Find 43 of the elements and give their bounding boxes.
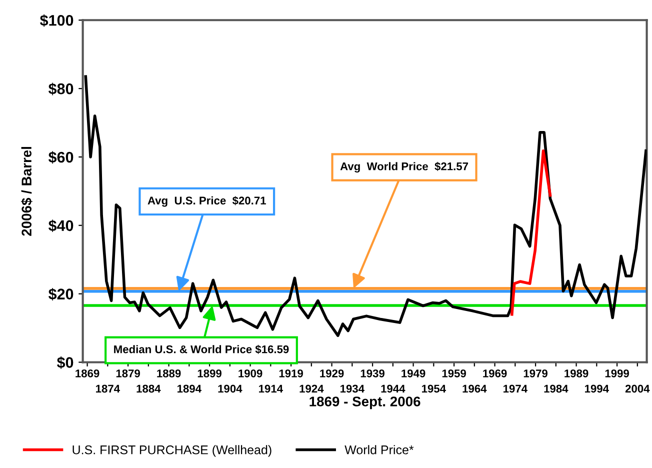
ref-line-label: Avg World Price $21.57 <box>340 162 468 173</box>
x2-tick-label: 1894 <box>178 384 202 393</box>
x-axis-title: 1869 - Sept. 2006 <box>310 396 420 410</box>
x-tick-label: 1969 <box>483 369 507 378</box>
x2-tick-label: 1904 <box>218 384 242 393</box>
x-tick-label: 1909 <box>238 369 262 378</box>
x2-tick-label: 1934 <box>340 384 364 393</box>
x-tick-label: 1899 <box>198 369 222 378</box>
x2-tick-label: 1974 <box>504 384 528 393</box>
x-tick-label: 1869 <box>76 369 100 378</box>
x2-tick-label: 1924 <box>300 384 324 393</box>
x-tick-label: 1939 <box>360 369 384 378</box>
x2-tick-label: 1964 <box>462 384 487 393</box>
y-tick-label: $80 <box>48 82 74 96</box>
x2-tick-label: 1874 <box>96 384 120 393</box>
x-tick-label: 1929 <box>320 369 344 378</box>
x2-tick-label: 2004 <box>625 384 650 393</box>
x-tick-label: 1949 <box>402 369 426 378</box>
x-tick-label: 1889 <box>157 369 181 378</box>
line-series <box>510 149 552 316</box>
x-tick-label: 1999 <box>605 369 629 378</box>
y-axis-title: 2006$ / Barrel <box>21 146 32 236</box>
line-series <box>84 75 647 337</box>
ref-line-label: Avg U.S. Price $20.71 <box>148 196 266 207</box>
y-tick-label: $40 <box>48 220 74 232</box>
x2-tick-label: 1984 <box>544 384 568 393</box>
x2-tick-label: 1914 <box>259 384 283 393</box>
legend-label: U.S. FIRST PURCHASE (Wellhead) <box>72 445 272 457</box>
x-tick-label: 1919 <box>279 369 303 378</box>
x2-tick-label: 1884 <box>136 384 161 393</box>
y-tick-label: $0 <box>56 356 74 369</box>
x-tick-label: 1979 <box>524 369 548 378</box>
y-tick-label: $20 <box>48 288 74 300</box>
legend-label: World Price* <box>344 445 414 454</box>
y-tick-label: $100 <box>40 14 74 27</box>
y-tick-label: $60 <box>48 151 74 164</box>
x-tick-label: 1879 <box>116 369 140 378</box>
x-tick-label: 1989 <box>564 369 588 378</box>
ref-line-label: Median U.S. & World Price $16.59 <box>114 344 289 354</box>
x2-tick-label: 1944 <box>381 384 406 393</box>
x2-tick-label: 1994 <box>585 384 609 393</box>
x-tick-label: 1959 <box>442 369 466 378</box>
x2-tick-label: 1954 <box>422 384 446 393</box>
